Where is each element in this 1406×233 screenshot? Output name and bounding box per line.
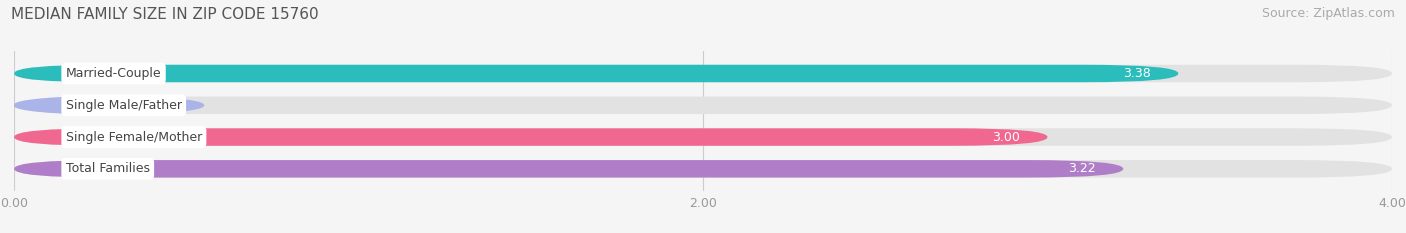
Circle shape [14,96,204,114]
FancyBboxPatch shape [14,160,1392,178]
Text: 3.38: 3.38 [1123,67,1150,80]
FancyBboxPatch shape [14,65,1392,82]
FancyBboxPatch shape [14,160,1123,178]
Text: Single Female/Mother: Single Female/Mother [66,130,202,144]
FancyBboxPatch shape [14,128,1047,146]
Text: 0.00: 0.00 [124,99,152,112]
FancyBboxPatch shape [14,128,1392,146]
FancyBboxPatch shape [14,96,1392,114]
Text: 3.00: 3.00 [993,130,1019,144]
Text: MEDIAN FAMILY SIZE IN ZIP CODE 15760: MEDIAN FAMILY SIZE IN ZIP CODE 15760 [11,7,319,22]
Text: Source: ZipAtlas.com: Source: ZipAtlas.com [1261,7,1395,20]
Text: 3.22: 3.22 [1069,162,1095,175]
Text: Total Families: Total Families [66,162,149,175]
Text: Single Male/Father: Single Male/Father [66,99,181,112]
FancyBboxPatch shape [14,65,1178,82]
Text: Married-Couple: Married-Couple [66,67,162,80]
